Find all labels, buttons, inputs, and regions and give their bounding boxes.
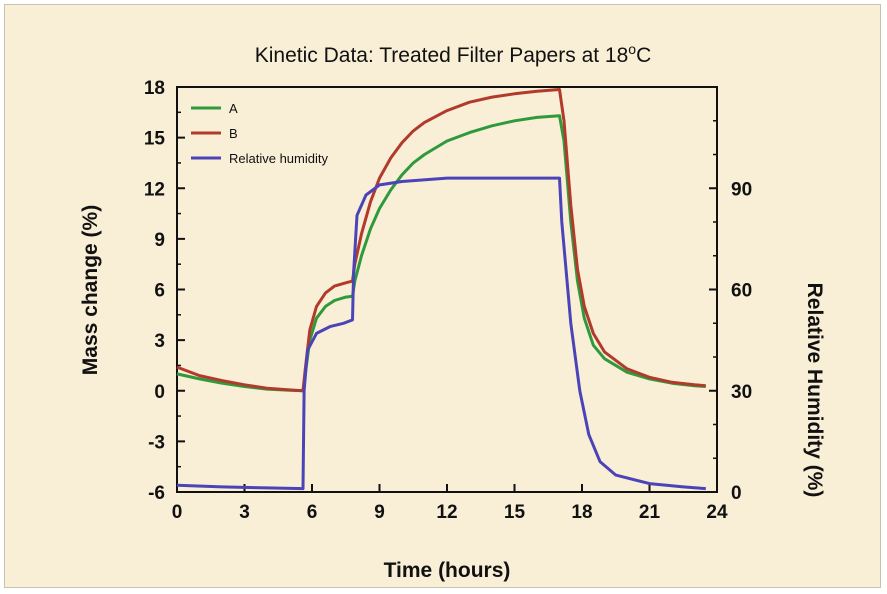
x-tick-label: 3 xyxy=(239,502,250,523)
plot-area xyxy=(176,86,718,493)
x-tick-label: 6 xyxy=(307,502,318,523)
y-tick-label: -3 xyxy=(148,432,165,453)
x-tick-label: 21 xyxy=(639,502,661,523)
x-tick-label: 15 xyxy=(504,502,526,523)
x-tick-label: 0 xyxy=(172,502,183,523)
series-line-2 xyxy=(176,88,706,393)
y-tick-label: 9 xyxy=(154,230,165,251)
y-tick-label: -6 xyxy=(148,483,165,504)
y2-axis-ticks: 0 30 60 90 xyxy=(709,120,752,504)
y2-tick-label: 30 xyxy=(731,382,752,403)
y2-tick-label: 60 xyxy=(731,281,752,302)
series-lines xyxy=(176,88,706,491)
y-tick-label: 0 xyxy=(154,382,165,403)
series-line-3 xyxy=(176,176,706,491)
x-tick-label: 18 xyxy=(571,502,592,523)
x-tick-label: 12 xyxy=(436,502,457,523)
y-axis-ticks: -6 -3 0 3 6 9 12 15 18 xyxy=(144,78,185,504)
chart-frame: Kinetic Data: Treated Filter Papers at 1… xyxy=(4,4,881,588)
legend: AB Relative humidity xyxy=(191,101,328,166)
x-tick-label: 24 xyxy=(706,502,728,523)
chart-canvas: Kinetic Data: Treated Filter Papers at 1… xyxy=(79,41,826,582)
chart-title: Kinetic Data: Treated Filter Papers at 1… xyxy=(255,41,652,67)
y-tick-label: 12 xyxy=(144,179,165,200)
chart-title-text: Kinetic Data: Treated Filter Papers at 1… xyxy=(255,44,629,67)
y2-tick-label: 0 xyxy=(731,483,742,504)
y-tick-label: 18 xyxy=(144,78,165,99)
x-tick-label: 9 xyxy=(374,502,385,523)
y-axis-title: Mass change (%) xyxy=(79,205,102,375)
y2-tick-label: 90 xyxy=(731,179,752,200)
legend-label-1: A xyxy=(229,101,238,116)
x-axis-title: Time (hours) xyxy=(384,559,511,582)
y-tick-label: 15 xyxy=(144,129,166,150)
y2-axis-title: Relative Humidity (%) xyxy=(803,283,826,498)
y-tick-label: 3 xyxy=(154,331,165,352)
y-tick-label: 6 xyxy=(154,281,165,302)
x-axis-ticks: 0 3 6 9 12 15 18 21 24 xyxy=(172,484,728,523)
legend-label-3: Relative humidity xyxy=(229,151,328,166)
legend-label-2: B xyxy=(229,126,238,141)
chart-title-unit: C xyxy=(636,44,651,67)
chart-title-degree: o xyxy=(628,41,636,57)
